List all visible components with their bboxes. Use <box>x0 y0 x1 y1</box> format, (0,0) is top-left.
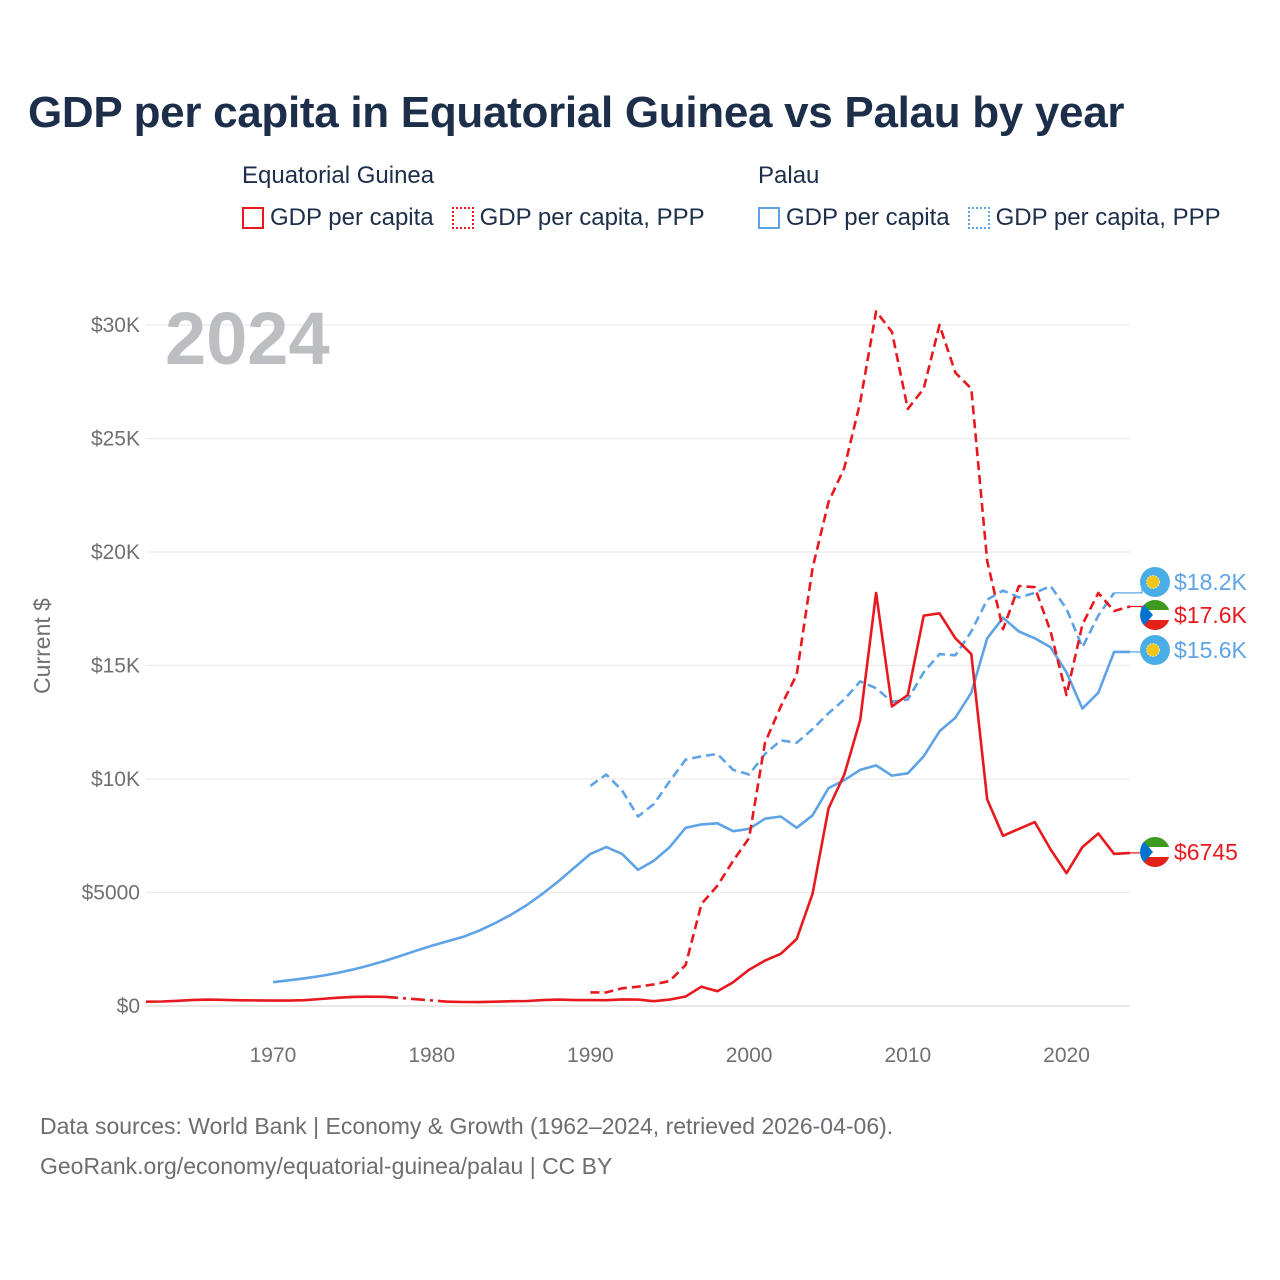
legend-group-equatorial-guinea: Equatorial Guinea GDP per capita GDP per… <box>242 162 705 232</box>
footer-link[interactable]: GeoRank.org/economy/equatorial-guinea/pa… <box>40 1153 613 1179</box>
series-gap-segment <box>384 995 448 1003</box>
x-tick-label: 2000 <box>726 1044 773 1067</box>
end-value-label: $17.6K <box>1174 602 1248 628</box>
legend-item-label: GDP per capita <box>786 204 950 231</box>
y-tick-label: $20K <box>91 541 140 564</box>
x-tick-label: 1970 <box>250 1044 297 1067</box>
series-line-3[interactable] <box>145 591 1131 1004</box>
footer-sources: Data sources: World Bank | Economy & Gro… <box>40 1113 894 1139</box>
series-line-2[interactable] <box>590 310 1131 994</box>
x-tick-label: 1980 <box>408 1044 455 1067</box>
y-tick-label: $25K <box>91 428 140 451</box>
legend-swatch-dotted-icon <box>967 207 990 229</box>
x-axis-ticks: 1970 1980 1990 2000 2010 2020 <box>250 1044 1090 1067</box>
legend-group-palau: Palau GDP per capita GDP per capita, PPP <box>758 162 1221 232</box>
legend-item-label: GDP per capita, PPP <box>479 204 705 231</box>
end-value-label: $6745 <box>1174 839 1238 865</box>
legend-item-palau-gdp-ppp[interactable]: GDP per capita, PPP <box>967 204 1221 232</box>
palau-flag-icon <box>1140 635 1170 665</box>
year-overlay: 2024 <box>165 297 330 380</box>
legend-item-label: GDP per capita <box>270 204 434 231</box>
equatorial-guinea-flag-icon <box>1140 600 1170 630</box>
end-labels: $18.2K $15.6K $17.6K $6745 <box>1114 567 1248 867</box>
series-layer <box>145 310 1131 1004</box>
legend-swatch-solid-icon <box>242 207 264 229</box>
y-tick-label: $0 <box>117 995 140 1018</box>
chart-title: GDP per capita in Equatorial Guinea vs P… <box>28 88 1125 137</box>
y-tick-label: $10K <box>91 768 140 791</box>
x-tick-label: 2010 <box>884 1044 931 1067</box>
y-tick-label: $5000 <box>82 882 140 905</box>
equatorial-guinea-flag-icon <box>1140 837 1170 867</box>
legend-item-eg-gdp-ppp[interactable]: GDP per capita, PPP <box>451 204 705 232</box>
palau-flag-icon <box>1140 567 1170 597</box>
y-tick-label: $15K <box>91 655 140 678</box>
legend-swatch-solid-icon <box>758 207 780 229</box>
footer: Data sources: World Bank | Economy & Gro… <box>40 1106 893 1186</box>
grid-lines <box>146 324 1130 1007</box>
x-tick-label: 2020 <box>1043 1044 1090 1067</box>
end-value-label: $15.6K <box>1174 637 1248 663</box>
end-value-label: $18.2K <box>1174 569 1248 595</box>
legend-swatch-dotted-icon <box>451 207 474 229</box>
legend-item-label: GDP per capita, PPP <box>995 204 1221 231</box>
series-line-1[interactable] <box>272 616 1130 984</box>
y-axis-label: Current $ <box>29 598 55 694</box>
legend-item-palau-gdp[interactable]: GDP per capita <box>758 204 950 232</box>
legend-item-eg-gdp[interactable]: GDP per capita <box>242 204 434 232</box>
y-tick-label: $30K <box>91 314 140 337</box>
x-tick-label: 1990 <box>567 1044 614 1067</box>
line-chart: $0 $5000 $10K $15K $20K $25K $30K 1970 1980 1990… <box>29 310 1248 1067</box>
y-axis-ticks: $0 $5000 $10K $15K $20K $25K $30K <box>82 314 140 1018</box>
legend-country-label: Equatorial Guinea <box>242 162 435 189</box>
series-line-0[interactable] <box>589 584 1116 818</box>
legend-country-label: Palau <box>758 162 820 189</box>
